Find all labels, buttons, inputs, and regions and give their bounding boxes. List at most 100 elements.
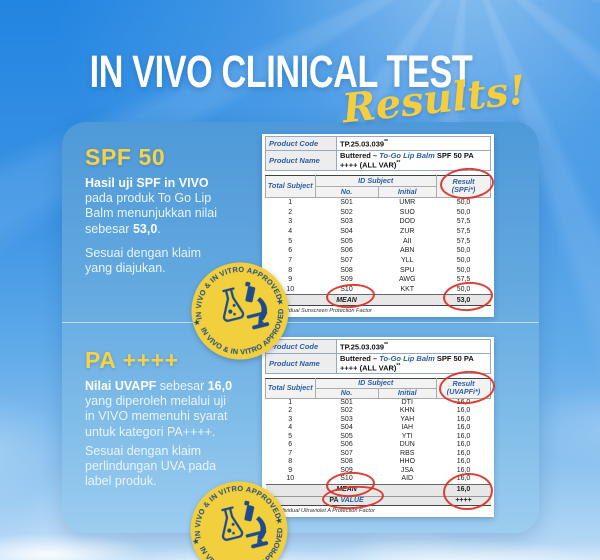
table-cell: JSA (400, 466, 414, 474)
pa-value-label: PA VALUE (315, 496, 378, 506)
pa-value-row: PA VALUE ++++ (265, 496, 491, 506)
table-cell: S06 (340, 247, 353, 255)
approved-badge-bottom: IN VIVO & IN VITRO APPROVED IN VIVO & IN… (176, 467, 302, 560)
product-code-value: TP.25.03.039** (336, 136, 491, 151)
table-cell: S05 (340, 237, 353, 245)
microscope-icon (244, 500, 269, 549)
col-total-subject: Total Subject (265, 174, 316, 198)
mean-value: 16,0 (436, 483, 491, 497)
approved-badge-top: IN VIVO & IN VITRO APPROVED IN VIVO & IN… (177, 248, 303, 374)
table-cell: S01 (340, 198, 353, 206)
col-result-sub: (SPFi*) (451, 185, 476, 194)
star-icon: ★ (274, 516, 284, 528)
table-cell: 3 (288, 218, 293, 226)
product-name-rest: SPF 50 PA ++++ (ALL VAR) (340, 354, 474, 373)
empty-cell (265, 294, 315, 307)
col-id-subject: ID Subject (314, 174, 437, 187)
table-cell: 16,0 (456, 449, 471, 457)
pa-value-label-bold: PA (329, 496, 339, 504)
table-cell: 4 (288, 227, 293, 235)
mean-label: MEAN (315, 294, 378, 307)
empty-cell (378, 294, 437, 307)
table-cell: S08 (340, 458, 353, 466)
table-cell: 7 (288, 449, 293, 457)
table-row: 10 S10 KKT 50,0 (266, 285, 491, 295)
pa-footnote: = Individual Ultraviolet A Protection Fa… (271, 508, 375, 514)
table-row: 4 S04 ZUR 57,5 (266, 227, 491, 237)
product-code-sup: ** (384, 341, 388, 348)
table-cell: 1 (288, 198, 293, 206)
pa-p1-lead: Nilai UVAPF (85, 379, 157, 393)
table-cell: 16,0 (456, 407, 471, 415)
table-row: 9 S09 AWG 57,5 (266, 275, 491, 285)
spf-footnote: = Individual Sunscreen Protection Factor (271, 308, 372, 315)
spf-paragraph-2: Sesuai dengan klaim yang diajukan. (85, 246, 202, 276)
table-cell: 8 (288, 266, 293, 274)
header-row-1: Total Subject ID Subject Result (SPFi*) (265, 174, 491, 198)
pa-table-panel: Product Code TP.25.03.039** Product Name… (262, 337, 494, 517)
table-row: 8 S08 HHO 16,0 (266, 458, 491, 467)
badge-circle (191, 262, 289, 360)
table-cell: 57,5 (456, 227, 471, 235)
table-cell: S05 (340, 432, 353, 440)
header-row-2: No. Initial (266, 185, 491, 198)
table-cell: 50,0 (456, 247, 471, 255)
table-row: 3 S03 YAH 16,0 (266, 416, 491, 425)
col-no: No. (314, 185, 379, 198)
spf-table-panel: Product Code TP.25.03.039** Product Name… (262, 134, 494, 318)
table-cell: 16,0 (456, 398, 471, 406)
empty-cell (378, 496, 437, 506)
pa-table-body: 1 S01 DTI 16,0 2 S02 KHN 16,0 3 S03 YAH 16,0 4 S04 IAH… (266, 398, 491, 484)
product-name-row: Product Name Buttered – To-Go Lip Balm S… (265, 150, 491, 171)
col-result-title: Result (452, 379, 475, 388)
col-initial: Initial (377, 387, 437, 399)
col-no: No. (314, 387, 379, 399)
table-cell: S07 (340, 256, 353, 264)
col-total-subject: Total Subject (265, 377, 316, 399)
spf-paragraph-1: Hasil uji SPF in VIVO pada produk To Go … (85, 176, 245, 237)
star-icon: ★ (192, 317, 202, 329)
table-cell: YTI (401, 432, 413, 440)
product-name-lead: Buttered – (340, 151, 380, 160)
product-code-value: TP.25.03.039** (336, 339, 491, 354)
empty-cell (265, 496, 315, 506)
table-cell: AWG (399, 276, 416, 284)
pa-p1-value: 16,0 (207, 379, 233, 393)
table-cell: KHN (399, 407, 415, 415)
table-cell: S10 (340, 475, 353, 483)
col-result: Result (UVAPFi*) (436, 377, 491, 399)
table-cell: 1 (288, 398, 293, 406)
table-cell: 5 (288, 432, 293, 440)
table-cell: 3 (288, 415, 293, 423)
table-cell: 16,0 (456, 458, 471, 466)
mean-value: 53,0 (436, 294, 491, 307)
table-cell: HHO (399, 458, 416, 466)
table-cell: DTI (401, 398, 413, 406)
pa-paragraph-2: Sesuai dengan klaim perlindungan UVA pad… (85, 444, 217, 489)
product-name-sup: ** (396, 160, 401, 166)
col-result: Result (SPFi*) (436, 174, 491, 198)
product-name-italic: To-Go Lip Balm (379, 354, 435, 363)
table-cell: ZUR (400, 227, 415, 235)
table-cell: S09 (340, 276, 353, 284)
product-name-italic: To-Go Lip Balm (379, 151, 435, 160)
spf-results-table: Total Subject ID Subject Result (SPFi*) N… (265, 174, 491, 307)
table-cell: 6 (288, 247, 293, 255)
table-cell: S04 (340, 227, 353, 235)
microscope-icon (245, 281, 270, 330)
table-cell: 16,0 (456, 475, 471, 483)
col-result-sub: (UVAPFi*) (446, 387, 481, 396)
table-cell: 57,5 (456, 276, 471, 284)
table-cell: 6 (288, 441, 293, 449)
pa-heading: PA ++++ (85, 347, 179, 373)
table-cell: KKT (400, 286, 415, 294)
page-title: IN VIVO CLINICAL TEST (89, 46, 473, 97)
table-row: 2 S02 KHN 16,0 (266, 407, 491, 416)
table-cell: 50,0 (456, 256, 471, 264)
table-cell: 10 (286, 286, 295, 294)
product-name-row: Product Name Buttered – To-Go Lip Balm S… (265, 353, 491, 374)
table-cell: S02 (340, 208, 353, 216)
table-row: 1 S01 UMR 50,0 (266, 197, 491, 207)
table-cell: 16,0 (456, 415, 471, 423)
